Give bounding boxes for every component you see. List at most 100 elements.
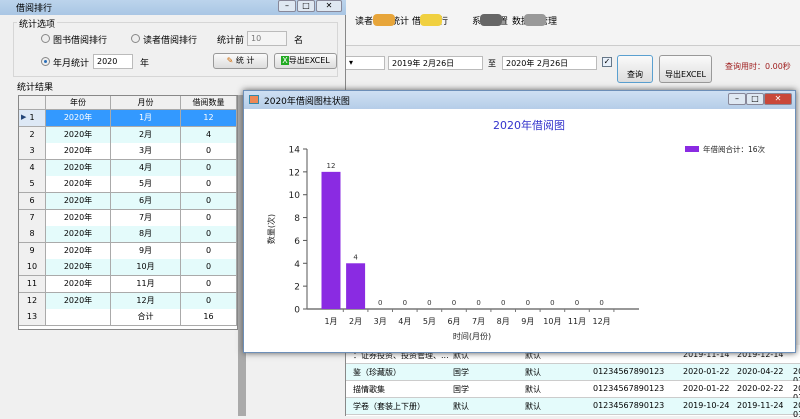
column-header[interactable]: 借阅数量 — [181, 96, 237, 110]
table-row[interactable]: 4 2020年 4月 0 — [19, 159, 237, 177]
table-row[interactable]: 3 2020年 3月 0 — [19, 143, 237, 161]
reader-rank-radio[interactable] — [131, 34, 140, 43]
data-label: 0 — [599, 299, 603, 307]
cell: 2020-02-22 — [737, 384, 784, 393]
results-legend: 统计结果 — [17, 83, 54, 93]
maximize-button[interactable]: □ — [297, 0, 315, 12]
close-button[interactable]: ✕ — [764, 93, 792, 105]
x-tick-label: 7月 — [472, 317, 485, 326]
row-header: 6 — [19, 193, 46, 210]
cell: 2020年 — [46, 242, 111, 260]
column-header[interactable]: 年份 — [46, 96, 111, 110]
category-select[interactable]: ▾ — [345, 56, 385, 70]
cell: 2020-01-2 — [793, 384, 800, 402]
export-excel-button[interactable]: X导出EXCEL — [274, 53, 337, 69]
cell: 4月 — [111, 159, 181, 177]
bar-chart: 2020年借阅图 0 2 4 6 8 10 12 14 12 1月 4 2月 0 3月 0 4月 0 5月 0 6月 0 7… — [266, 118, 766, 341]
row-header: 1 — [19, 110, 46, 127]
cell: 2020年 — [46, 159, 111, 177]
table-row[interactable]: 13 合计 16 — [19, 309, 237, 327]
cell: 01234567890123 — [593, 367, 665, 376]
cell: 学卷（套装上下册） — [353, 402, 425, 411]
reader-stats-icon — [373, 14, 395, 26]
data-label: 0 — [403, 299, 407, 307]
cell: 鉴（珍藏版） — [353, 368, 401, 377]
table-row[interactable]: 2 2020年 2月 4 — [19, 126, 237, 144]
window-title: 借阅排行 — [16, 4, 53, 14]
x-tick-label: 9月 — [521, 317, 534, 326]
cell: 2020年 — [46, 259, 111, 277]
cell: 合计 — [111, 309, 181, 327]
y-tick-label: 14 — [289, 146, 301, 156]
table-row[interactable]: 10 2020年 10月 0 — [19, 259, 237, 277]
minimize-button[interactable]: – — [728, 93, 746, 105]
toolbar-reader-stats[interactable]: 读者借阅统计 — [355, 14, 409, 27]
chart-window: 2020年借阅图柱状图 – □ ✕ 2020年借阅图 0 2 4 6 8 10 12 14 12 1… — [243, 90, 796, 353]
from-date-picker[interactable]: 2019年 2月26日 — [388, 56, 483, 70]
table-row[interactable]: 鉴（珍藏版） 国学 默认 01234567890123 2020-01-22 2020-0… — [345, 364, 800, 385]
cell: 12 — [181, 110, 237, 127]
cell: 2020-01-2 — [793, 401, 800, 419]
row-header: 8 — [19, 226, 46, 244]
cell: 0 — [181, 226, 237, 244]
table-row[interactable]: 1 2020年 1月 12 ▶ — [19, 110, 237, 127]
data-label: 0 — [501, 299, 505, 307]
close-button[interactable]: ✕ — [316, 0, 342, 12]
x-tick-label: 6月 — [447, 317, 460, 326]
x-tick-label: 4月 — [398, 317, 411, 326]
title-bar: 借阅排行 — [0, 0, 346, 15]
year-unit: 年 — [140, 59, 150, 69]
cell: ：证券投资、投资管理、... — [353, 351, 449, 360]
to-date-picker[interactable]: 2020年 2月26日 — [502, 56, 597, 70]
column-header[interactable]: 月份 — [111, 96, 181, 110]
table-row[interactable]: 5 2020年 5月 0 — [19, 176, 237, 194]
x-tick-label: 10月 — [543, 317, 561, 326]
x-tick-label: 3月 — [374, 317, 387, 326]
cell: 0 — [181, 292, 237, 310]
results-grid: 年份 月份 借阅数量 1 2020年 1月 12 ▶ 2 2020年 2月 4 3 2020年 3月 0 4 20… — [18, 95, 238, 330]
stat-button[interactable]: ✎ 统 计 — [213, 53, 268, 69]
table-row[interactable]: 12 2020年 12月 0 — [19, 292, 237, 310]
maximize-button[interactable]: □ — [746, 93, 764, 105]
label: 查询 — [627, 70, 643, 79]
cell: 2019-12-14 — [737, 350, 784, 359]
cell: 国学 — [453, 368, 469, 377]
cell: 8月 — [111, 226, 181, 244]
table-row[interactable]: 8 2020年 8月 0 — [19, 226, 237, 244]
cell: 2019-11-14 — [683, 350, 730, 359]
year-input[interactable]: 2020 — [93, 54, 133, 69]
minimize-button[interactable]: – — [278, 0, 296, 12]
current-row-icon: ▶ — [21, 113, 27, 121]
cell: 6月 — [111, 193, 181, 210]
column-header[interactable] — [19, 96, 46, 110]
legend-label: 年借阅合计：16次 — [703, 144, 766, 154]
table-row[interactable]: 11 2020年 11月 0 — [19, 276, 237, 293]
cell: 描情歌集 — [353, 385, 385, 394]
chart-title: 2020年借阅图 — [493, 118, 565, 132]
data-label: 0 — [452, 299, 456, 307]
cell: 0 — [181, 176, 237, 194]
cell: 2020-01-22 — [683, 367, 730, 376]
row-header: 3 — [19, 143, 46, 161]
y-tick-label: 10 — [289, 191, 301, 201]
yearly-radio[interactable] — [41, 57, 50, 66]
export-excel-button-main[interactable]: 导出EXCEL — [659, 55, 712, 83]
table-row[interactable]: 6 2020年 6月 0 — [19, 193, 237, 210]
toolbar-borrow-rank[interactable]: 借阅排行 — [412, 14, 448, 27]
top-n-input[interactable]: 10 — [247, 31, 287, 46]
x-tick-label: 2月 — [349, 317, 362, 326]
elapsed-time: 查询用时：0.00秒 — [725, 62, 791, 71]
table-row[interactable]: 描情歌集 国学 默认 01234567890123 2020-01-22 2020-02-… — [345, 381, 800, 402]
book-rank-radio[interactable] — [41, 34, 50, 43]
table-row[interactable]: 7 2020年 7月 0 — [19, 209, 237, 227]
toolbar-db-manage[interactable]: 数据库管理 — [512, 14, 557, 27]
y-tick-label: 0 — [294, 306, 300, 316]
gear-icon — [480, 14, 502, 26]
table-row[interactable]: 9 2020年 9月 0 — [19, 242, 237, 260]
x-tick-label: 8月 — [497, 317, 510, 326]
cell: 01234567890123 — [593, 401, 665, 410]
enable-checkbox[interactable]: ✓ — [602, 57, 612, 67]
query-button[interactable]: 查询 — [617, 55, 653, 83]
table-row[interactable]: 学卷（套装上下册） 默认 默认 01234567890123 2019-10-24 201… — [345, 398, 800, 419]
toolbar-system-config[interactable]: 系统配置 — [472, 14, 508, 27]
